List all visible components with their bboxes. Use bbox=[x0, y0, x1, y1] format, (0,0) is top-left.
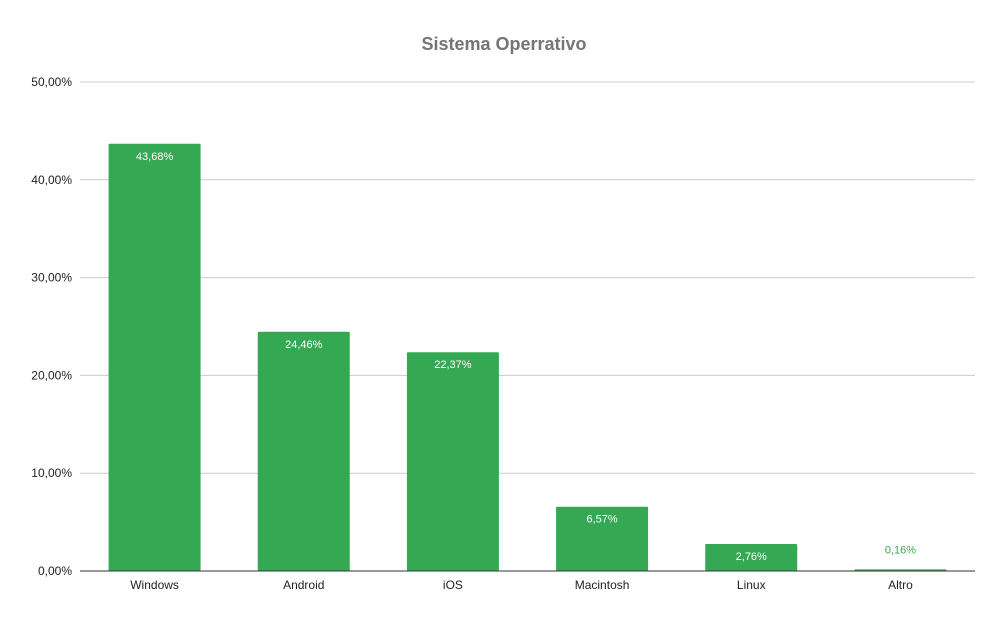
x-category-label: Altro bbox=[888, 578, 913, 592]
bar-windows bbox=[108, 143, 201, 571]
x-category-label: Macintosh bbox=[575, 578, 630, 592]
y-tick-label: 50,00% bbox=[31, 75, 72, 89]
chart-title: Sistema Operrativo bbox=[421, 34, 586, 54]
data-label: 6,57% bbox=[586, 514, 617, 526]
bars bbox=[108, 143, 947, 571]
y-tick-label: 10,00% bbox=[31, 466, 72, 480]
y-tick-label: 40,00% bbox=[31, 173, 72, 187]
data-label: 43,68% bbox=[136, 151, 174, 163]
data-label: 2,76% bbox=[736, 551, 767, 563]
bar-ios bbox=[406, 352, 499, 571]
x-category-label: Linux bbox=[737, 578, 766, 592]
x-category-label: Android bbox=[283, 578, 324, 592]
y-axis-ticks: 0,00% 10,00% 20,00% 30,00% 40,00% 50,00% bbox=[31, 75, 72, 578]
bar-linux bbox=[705, 544, 798, 571]
data-label: 0,16% bbox=[885, 544, 916, 556]
y-tick-label: 20,00% bbox=[31, 368, 72, 382]
y-tick-label: 0,00% bbox=[38, 564, 72, 578]
gridlines bbox=[80, 81, 975, 474]
data-label: 22,37% bbox=[434, 359, 472, 371]
x-category-label: Windows bbox=[130, 578, 179, 592]
bar-macintosh bbox=[556, 506, 649, 571]
y-tick-label: 30,00% bbox=[31, 271, 72, 285]
x-axis-categories: Windows Android iOS Macintosh Linux Altro bbox=[130, 578, 913, 592]
x-category-label: iOS bbox=[443, 578, 463, 592]
data-labels: 43,68% 24,46% 22,37% 6,57% 2,76% 0,16% bbox=[136, 151, 916, 563]
bar-android bbox=[257, 331, 350, 571]
data-label: 24,46% bbox=[285, 339, 323, 351]
